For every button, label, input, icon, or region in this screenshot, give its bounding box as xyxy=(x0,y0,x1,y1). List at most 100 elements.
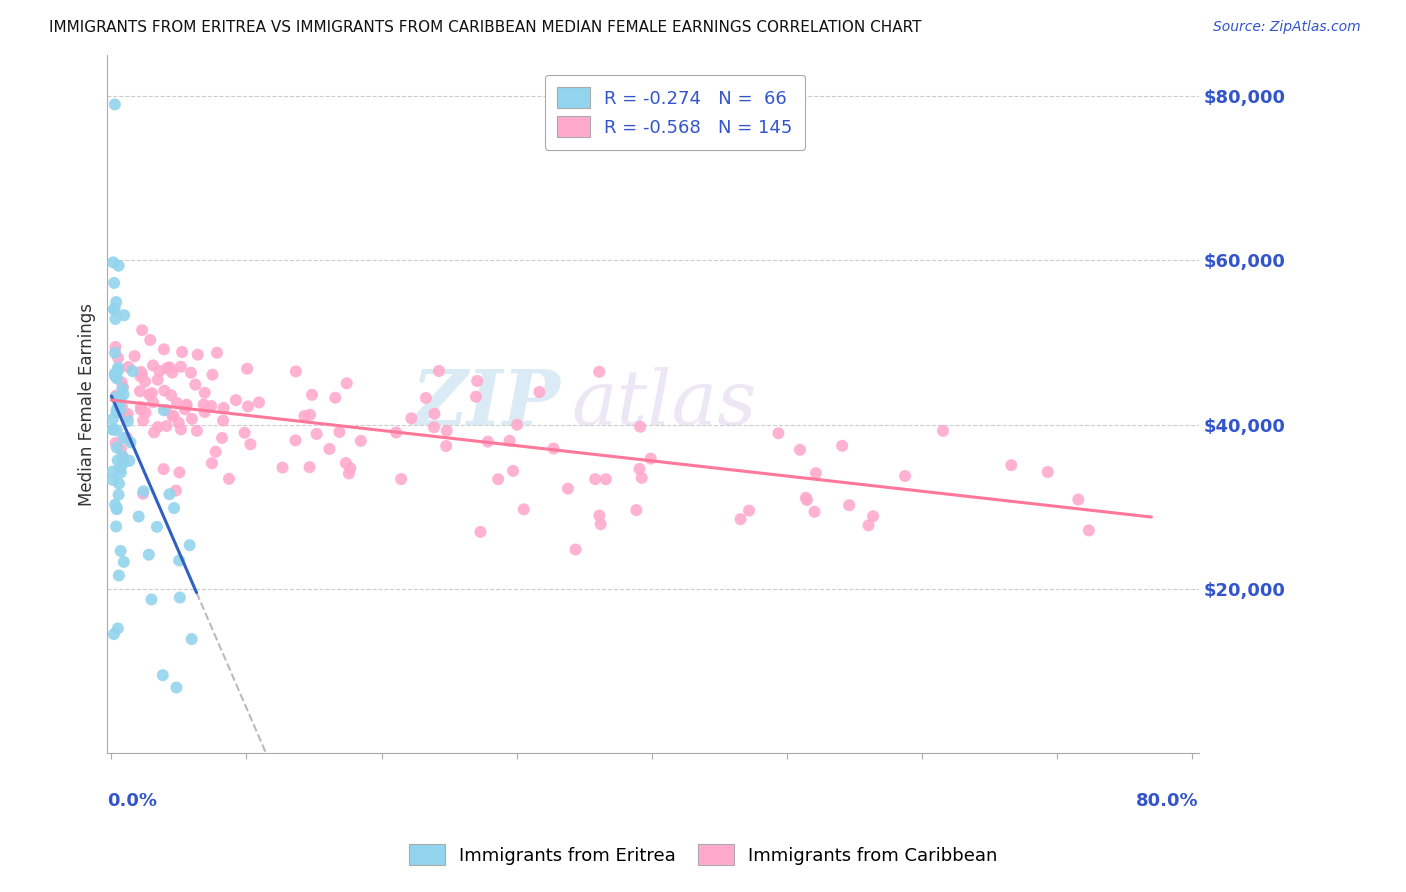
Point xyxy=(498,434,520,448)
Point xyxy=(512,502,534,516)
Point xyxy=(132,484,155,499)
Point xyxy=(337,467,360,481)
Point xyxy=(112,387,135,401)
Point xyxy=(112,308,135,322)
Point xyxy=(155,419,177,434)
Point xyxy=(117,407,139,421)
Point xyxy=(225,393,247,408)
Point xyxy=(204,444,226,458)
Point xyxy=(141,592,163,607)
Point xyxy=(104,436,127,450)
Point xyxy=(389,472,412,486)
Point xyxy=(894,469,917,483)
Y-axis label: Median Female Earnings: Median Female Earnings xyxy=(79,302,96,506)
Point xyxy=(111,380,134,394)
Point xyxy=(193,397,215,411)
Point xyxy=(335,456,357,470)
Point xyxy=(110,544,132,558)
Point xyxy=(1067,492,1090,507)
Point xyxy=(804,466,827,480)
Point xyxy=(153,384,176,398)
Point xyxy=(543,442,565,456)
Point xyxy=(105,423,128,437)
Point xyxy=(120,435,142,450)
Point xyxy=(111,382,134,396)
Point xyxy=(101,473,124,487)
Point xyxy=(148,364,170,378)
Point xyxy=(626,503,648,517)
Point xyxy=(1000,458,1022,473)
Point xyxy=(105,403,128,417)
Point xyxy=(110,442,132,457)
Point xyxy=(103,627,125,641)
Point xyxy=(101,423,124,437)
Point xyxy=(104,312,127,326)
Point xyxy=(294,409,316,423)
Point xyxy=(124,349,146,363)
Point xyxy=(107,351,129,365)
Point xyxy=(107,363,129,377)
Point xyxy=(180,366,202,380)
Text: Source: ZipAtlas.com: Source: ZipAtlas.com xyxy=(1213,20,1361,34)
Point xyxy=(184,377,207,392)
Point xyxy=(284,434,307,448)
Point xyxy=(104,367,127,381)
Legend: Immigrants from Eritrea, Immigrants from Caribbean: Immigrants from Eritrea, Immigrants from… xyxy=(401,837,1005,872)
Point xyxy=(163,501,186,516)
Point xyxy=(132,413,155,427)
Point xyxy=(101,464,124,478)
Point xyxy=(129,369,152,384)
Point xyxy=(105,295,128,310)
Point xyxy=(305,426,328,441)
Point xyxy=(104,368,127,383)
Point xyxy=(104,346,127,360)
Point xyxy=(336,376,359,391)
Point xyxy=(159,360,181,375)
Point xyxy=(139,333,162,347)
Text: 80.0%: 80.0% xyxy=(1136,792,1199,810)
Point xyxy=(564,542,586,557)
Point xyxy=(129,400,152,414)
Text: 0.0%: 0.0% xyxy=(107,792,157,810)
Point xyxy=(768,426,790,441)
Point xyxy=(465,390,488,404)
Point xyxy=(218,472,240,486)
Point xyxy=(110,393,132,408)
Point xyxy=(169,591,191,605)
Point xyxy=(831,439,853,453)
Point xyxy=(301,388,323,402)
Point xyxy=(862,509,884,524)
Point xyxy=(838,498,860,512)
Point xyxy=(194,405,217,419)
Point xyxy=(172,345,194,359)
Point xyxy=(271,460,294,475)
Point xyxy=(236,400,259,414)
Point xyxy=(107,488,129,502)
Point xyxy=(233,425,256,440)
Point xyxy=(284,364,307,378)
Point xyxy=(165,483,187,498)
Point xyxy=(152,462,174,476)
Point xyxy=(212,401,235,415)
Point xyxy=(595,472,617,486)
Point xyxy=(118,454,141,468)
Point xyxy=(141,386,163,401)
Point xyxy=(628,462,651,476)
Point xyxy=(162,409,184,423)
Point xyxy=(105,371,128,385)
Point xyxy=(107,259,129,273)
Point xyxy=(506,417,529,432)
Point xyxy=(1036,465,1059,479)
Point xyxy=(339,461,361,475)
Point xyxy=(104,390,127,404)
Point xyxy=(194,385,217,400)
Point xyxy=(465,374,488,388)
Point xyxy=(112,555,135,569)
Point xyxy=(201,368,224,382)
Point xyxy=(803,505,825,519)
Point xyxy=(298,408,321,422)
Point xyxy=(103,302,125,317)
Point xyxy=(129,365,152,379)
Point xyxy=(104,498,127,512)
Point xyxy=(107,401,129,415)
